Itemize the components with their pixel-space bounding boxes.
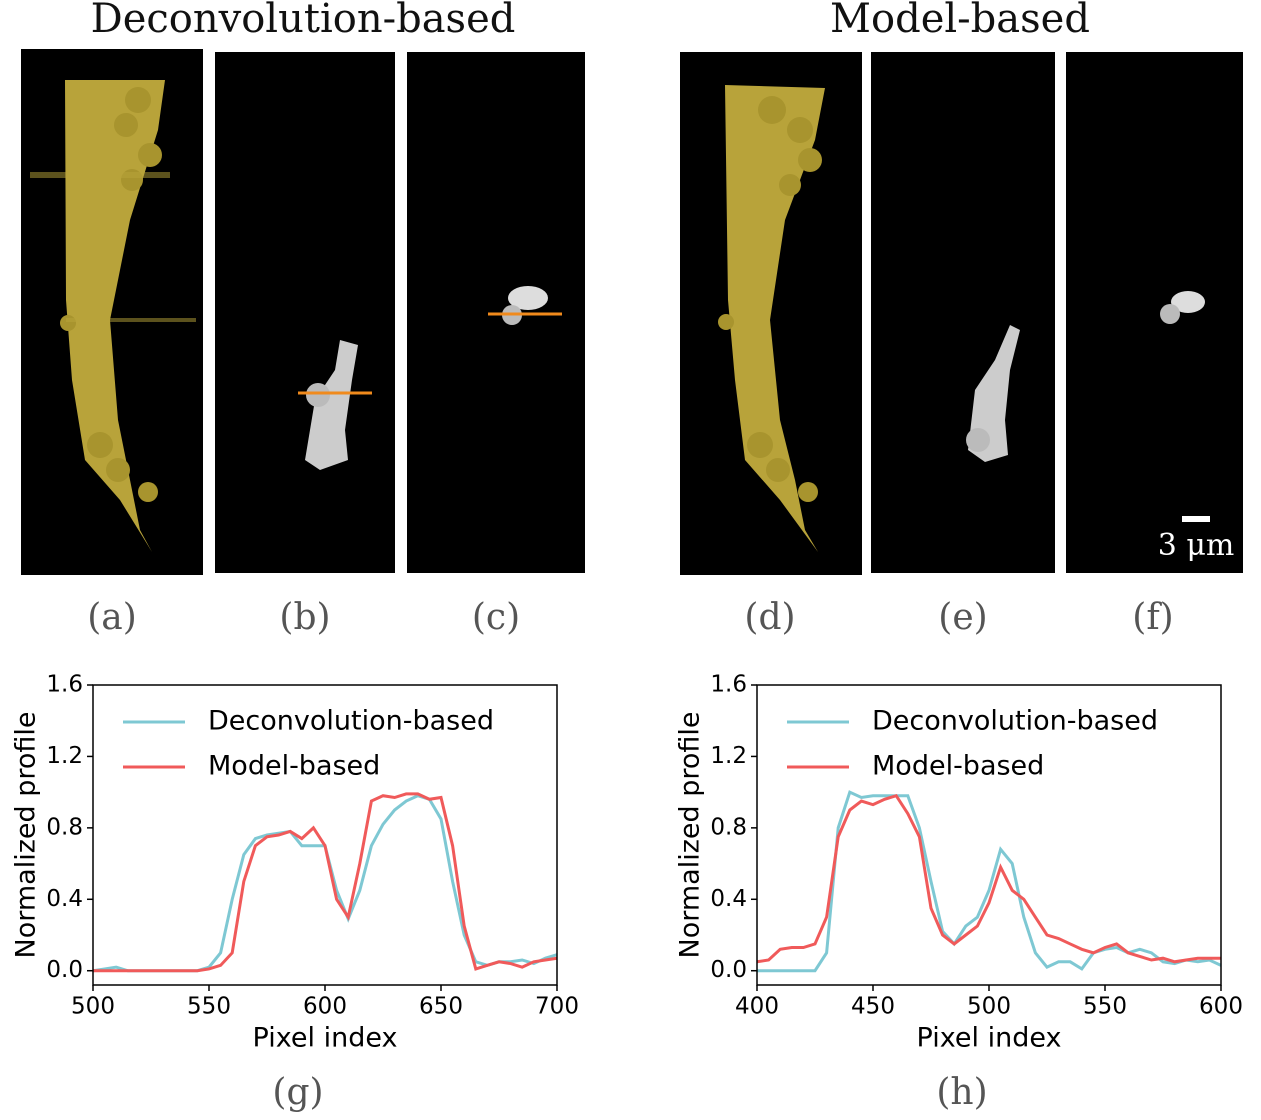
y-tick-label: 1.2 bbox=[710, 743, 747, 769]
x-axis-label: Pixel index bbox=[917, 1023, 1062, 1054]
legend-label: Deconvolution-based bbox=[872, 706, 1158, 737]
scale-bar-label: 3 μm bbox=[1158, 528, 1235, 563]
panel-label: (a) bbox=[87, 597, 137, 638]
plot-frame bbox=[92, 684, 558, 986]
y-tick-label: 0.8 bbox=[710, 814, 747, 840]
x-tick-label: 500 bbox=[71, 994, 115, 1020]
y-axis-label: Normalized profile bbox=[675, 712, 706, 959]
blob bbox=[306, 383, 330, 407]
profile-line bbox=[757, 790, 1222, 973]
y-axis-label: Normalized profile bbox=[11, 712, 42, 959]
x-tick-label: 500 bbox=[967, 994, 1011, 1020]
x-tick-label: 450 bbox=[851, 994, 895, 1020]
neuron-render bbox=[725, 85, 825, 552]
blob bbox=[305, 340, 358, 470]
blob bbox=[508, 286, 548, 310]
artifact bbox=[30, 172, 170, 178]
legend-label: Deconvolution-based bbox=[208, 706, 494, 737]
image-panel bbox=[215, 52, 395, 573]
profile-line bbox=[756, 793, 1221, 964]
group-title: Deconvolution-based bbox=[91, 0, 516, 42]
y-tick-label: 1.6 bbox=[710, 672, 747, 698]
panel-label: (e) bbox=[938, 597, 987, 638]
legend-label: Model-based bbox=[208, 751, 380, 782]
legend-label: Model-based bbox=[872, 751, 1044, 782]
scale-bar bbox=[1182, 516, 1210, 522]
panel-label: (d) bbox=[744, 597, 795, 638]
panel-label: (h) bbox=[936, 1072, 987, 1113]
artifact bbox=[66, 318, 196, 322]
y-tick-label: 0.4 bbox=[46, 886, 83, 912]
y-tick-label: 0.0 bbox=[710, 957, 747, 983]
y-tick-label: 0.0 bbox=[46, 957, 83, 983]
x-tick-label: 550 bbox=[187, 994, 231, 1020]
y-tick-label: 1.6 bbox=[46, 672, 83, 698]
neuron-render bbox=[65, 80, 165, 552]
panel-label: (f) bbox=[1132, 597, 1173, 638]
x-tick-label: 600 bbox=[1199, 994, 1243, 1020]
blob bbox=[966, 428, 990, 452]
plot-frame bbox=[756, 684, 1222, 986]
blob bbox=[1171, 291, 1205, 313]
image-panel bbox=[871, 52, 1055, 573]
blob bbox=[1160, 304, 1180, 324]
y-tick-label: 0.8 bbox=[46, 814, 83, 840]
panel-label: (g) bbox=[272, 1072, 323, 1113]
panel-label: (c) bbox=[472, 597, 520, 638]
profile-line bbox=[92, 794, 558, 973]
x-tick-label: 400 bbox=[735, 994, 779, 1020]
y-tick-label: 0.4 bbox=[710, 886, 747, 912]
x-axis-label: Pixel index bbox=[253, 1023, 398, 1054]
boutons bbox=[718, 96, 822, 502]
image-panel bbox=[1066, 52, 1243, 573]
x-tick-label: 550 bbox=[1083, 994, 1127, 1020]
blob bbox=[968, 325, 1020, 462]
x-tick-label: 700 bbox=[535, 994, 579, 1020]
x-tick-label: 650 bbox=[419, 994, 463, 1020]
panel-labels: (a) (b) (c) (d) (e) (f) bbox=[87, 597, 1173, 638]
group-title: Model-based bbox=[830, 0, 1090, 42]
panel-label: (b) bbox=[279, 597, 330, 638]
profile-line bbox=[93, 792, 558, 973]
y-tick-label: 1.2 bbox=[46, 743, 83, 769]
x-tick-label: 600 bbox=[303, 994, 347, 1020]
